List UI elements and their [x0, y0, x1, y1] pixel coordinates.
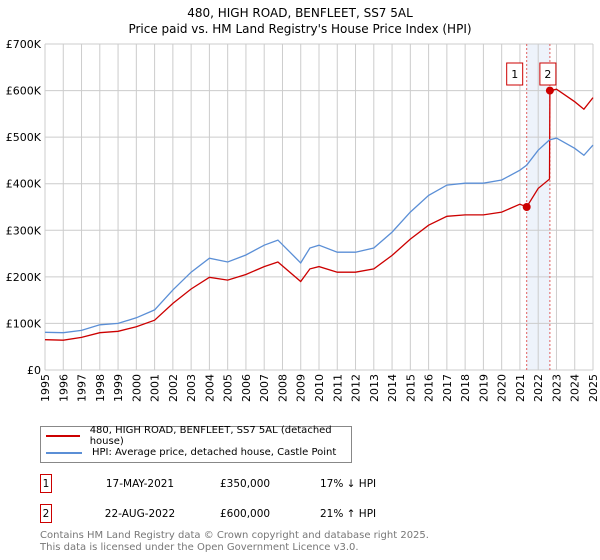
- x-tick-label: 2013: [368, 374, 381, 402]
- legend-item-property: 480, HIGH ROAD, BENFLEET, SS7 5AL (detac…: [41, 424, 351, 447]
- x-tick-label: 2005: [222, 374, 235, 402]
- sale-hpi-diff: 17% ↓ HPI: [320, 477, 377, 490]
- x-tick-label: 2006: [240, 374, 253, 402]
- price-paid-line: [44, 88, 594, 341]
- sale-point: [545, 86, 554, 95]
- x-tick-label: 2018: [459, 374, 472, 402]
- y-tick-label: £600K: [6, 85, 42, 98]
- sale-date: 17-MAY-2021: [105, 477, 175, 490]
- sale-hpi-diff: 21% ↑ HPI: [320, 507, 377, 520]
- y-tick-label: £500K: [6, 131, 42, 144]
- sale-marker-badge: 2: [40, 504, 52, 523]
- legend-label: 480, HIGH ROAD, BENFLEET, SS7 5AL (detac…: [89, 424, 332, 447]
- x-tick-label: 2002: [167, 374, 180, 402]
- y-tick-label: £0: [27, 364, 41, 377]
- x-tick-label: 2003: [185, 374, 198, 402]
- x-tick-label: 2015: [404, 374, 417, 402]
- sale-label-box: [506, 62, 524, 86]
- x-tick-label: 2008: [276, 374, 289, 402]
- red-line-swatch: [46, 434, 80, 437]
- sale-label: 2: [544, 68, 551, 81]
- sale-price: £350,000: [220, 477, 271, 490]
- x-tick-label: 2004: [203, 374, 216, 402]
- x-tick-label: 1995: [39, 374, 52, 402]
- x-tick-label: 2024: [569, 374, 582, 402]
- sale-marker-badge: 1: [40, 474, 52, 493]
- legend: 480, HIGH ROAD, BENFLEET, SS7 5AL (detac…: [40, 424, 352, 463]
- x-tick-label: 2020: [496, 374, 509, 402]
- price-chart: 480, HIGH ROAD, BENFLEET, SS7 5AL Price …: [6, 6, 600, 402]
- y-tick-label: £300K: [6, 224, 42, 237]
- chart-subtitle: Price paid vs. HM Land Registry's House …: [128, 22, 471, 36]
- x-tick-label: 2021: [514, 374, 527, 402]
- legend-label: HPI: Average price, detached house, Cast…: [92, 447, 337, 458]
- y-tick-label: £700K: [6, 38, 42, 51]
- x-tick-label: 2000: [130, 374, 143, 402]
- x-tick-label: 1997: [76, 374, 89, 402]
- sale-label-box: [539, 62, 557, 86]
- footer: Contains HM Land Registry data © Crown c…: [40, 530, 429, 554]
- x-tick-label: 2025: [587, 374, 600, 402]
- y-tick-label: £100K: [6, 317, 42, 330]
- x-tick-label: 2019: [477, 374, 490, 402]
- x-tick-label: 2012: [350, 374, 363, 402]
- x-tick-label: 2017: [441, 374, 454, 402]
- x-tick-label: 2023: [550, 374, 563, 402]
- x-tick-label: 2001: [149, 374, 162, 402]
- y-tick-label: £400K: [6, 178, 42, 191]
- x-tick-label: 2009: [295, 374, 308, 402]
- x-tick-label: 1998: [94, 374, 107, 402]
- x-tick-label: 2014: [386, 374, 399, 402]
- x-tick-label: 1996: [57, 374, 70, 402]
- x-tick-label: 2016: [423, 374, 436, 402]
- x-tick-label: 2022: [532, 374, 545, 402]
- legend-item-hpi: HPI: Average price, detached house, Cast…: [41, 444, 351, 461]
- sale-price: £600,000: [220, 507, 271, 520]
- x-tick-label: 1999: [112, 374, 125, 402]
- x-tick-label: 2007: [258, 374, 271, 402]
- sale-point: [522, 203, 531, 211]
- footer-line-1: Contains HM Land Registry data © Crown c…: [40, 530, 429, 541]
- sale-date: 22-AUG-2022: [104, 507, 176, 520]
- sale-label: 1: [511, 68, 518, 81]
- chart-title: 480, HIGH ROAD, BENFLEET, SS7 5AL: [187, 6, 413, 20]
- y-tick-label: £200K: [6, 271, 42, 284]
- hpi-line: [44, 137, 594, 334]
- sale-row-1: 1 17-MAY-2021 £350,000 17% ↓ HPI: [40, 474, 376, 493]
- x-tick-label: 2010: [313, 374, 326, 402]
- x-tick-label: 2011: [331, 374, 344, 402]
- sale-row-2: 2 22-AUG-2022 £600,000 21% ↑ HPI: [40, 504, 376, 523]
- blue-line-swatch: [46, 451, 82, 454]
- footer-line-2: This data is licensed under the Open Gov…: [40, 542, 359, 553]
